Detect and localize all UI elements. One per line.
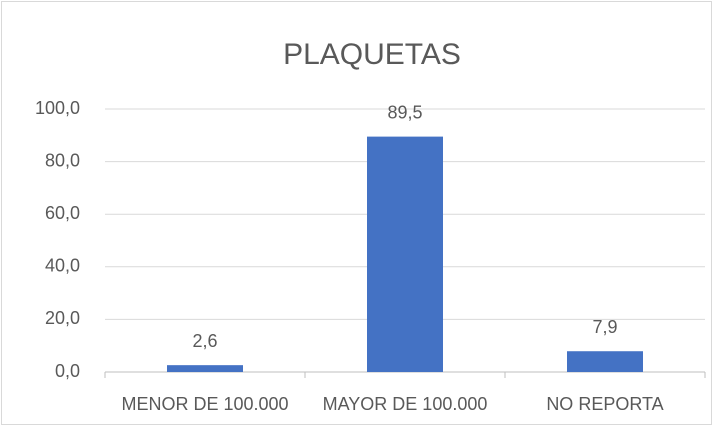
y-tick-label: 40,0 bbox=[45, 256, 80, 276]
y-tick-label: 0,0 bbox=[55, 361, 80, 381]
bar bbox=[367, 136, 443, 372]
chart-title: PLAQUETAS bbox=[283, 38, 461, 71]
data-label: 7,9 bbox=[592, 317, 617, 337]
x-tick-label: NO REPORTA bbox=[546, 394, 663, 414]
bar bbox=[567, 351, 643, 372]
bar bbox=[167, 365, 243, 372]
y-tick-label: 100,0 bbox=[35, 98, 80, 118]
y-tick-label: 20,0 bbox=[45, 308, 80, 328]
x-tick-label: MAYOR DE 100.000 bbox=[323, 394, 488, 414]
y-tick-label: 60,0 bbox=[45, 203, 80, 223]
data-label: 2,6 bbox=[192, 331, 217, 351]
data-label: 89,5 bbox=[387, 102, 422, 122]
y-tick-label: 80,0 bbox=[45, 150, 80, 170]
x-tick-label: MENOR DE 100.000 bbox=[121, 394, 288, 414]
